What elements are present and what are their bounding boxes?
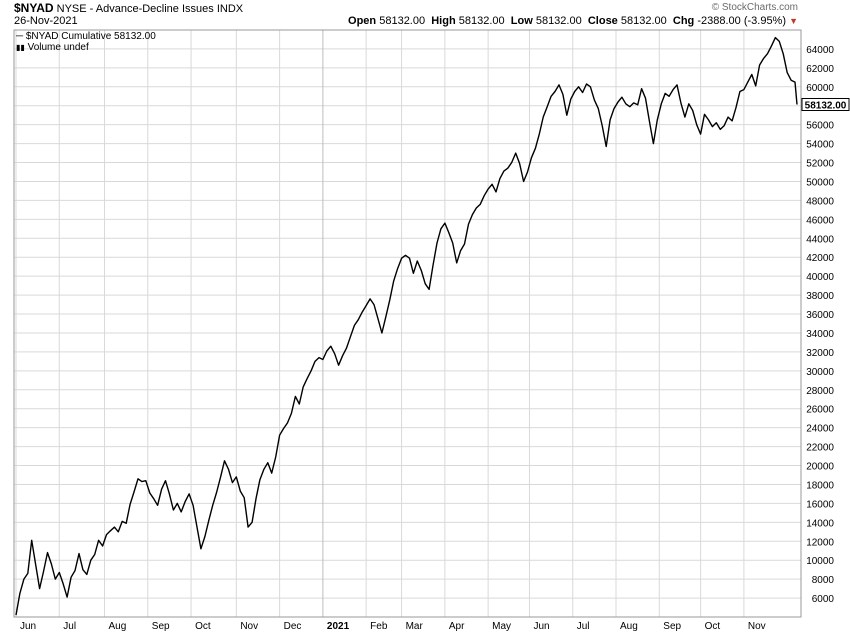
exchange: INDX [216, 3, 244, 15]
high-value: 58132.00 [458, 15, 505, 27]
y-tick-label: 40000 [806, 272, 834, 283]
x-tick-label: Jun [533, 621, 549, 632]
low-label: Low [510, 15, 533, 27]
x-tick-label: Jun [20, 621, 36, 632]
y-tick-label: 34000 [806, 329, 834, 340]
x-tick-label: Oct [195, 621, 211, 632]
y-tick-label: 42000 [806, 253, 834, 264]
ohlc-readout: Open 58132.00 High 58132.00 Low 58132.00… [348, 15, 798, 27]
y-tick-label: 16000 [806, 499, 834, 510]
volume-bars-icon: ▮▮ [16, 43, 25, 52]
plot-frame [13, 29, 802, 618]
grid [14, 30, 801, 617]
chg-label: Chg [672, 15, 695, 27]
down-triangle-icon: ▼ [789, 16, 798, 26]
credit: © StockCharts.com [711, 2, 798, 13]
chg-value: -2388.00 (-3.95%) [697, 15, 787, 27]
symbol: $NYAD [14, 1, 54, 15]
description: NYSE - Advance-Decline Issues [56, 3, 214, 15]
last-value-label: 58132.00 [801, 97, 850, 111]
legend-line-icon: ─ [16, 31, 24, 42]
y-tick-label: 20000 [806, 462, 834, 473]
y-tick-label: 38000 [806, 291, 834, 302]
y-tick-label: 46000 [806, 215, 834, 226]
x-tick-label: Apr [449, 621, 465, 632]
x-tick-label: Sep [152, 621, 170, 632]
x-tick-label: Mar [406, 621, 424, 632]
series-line [15, 36, 798, 616]
x-tick-label: May [492, 621, 511, 632]
y-tick-label: 64000 [806, 45, 834, 56]
y-tick-label: 18000 [806, 480, 834, 491]
x-tick-label: Feb [370, 621, 388, 632]
x-tick-label: 2021 [327, 621, 350, 632]
chart-title: $NYAD NYSE - Advance-Decline Issues INDX [14, 1, 243, 15]
x-tick-label: Sep [663, 621, 681, 632]
y-tick-label: 60000 [806, 83, 834, 94]
chart-date: 26-Nov-2021 [14, 15, 78, 27]
x-tick-label: Oct [705, 621, 721, 632]
y-tick-label: 8000 [812, 575, 835, 586]
y-tick-label: 22000 [806, 443, 834, 454]
legend-volume: ▮▮ Volume undef [16, 42, 156, 53]
y-tick-label: 28000 [806, 386, 834, 397]
y-tick-label: 10000 [806, 556, 834, 567]
y-tick-label: 56000 [806, 121, 834, 132]
high-label: High [431, 15, 456, 27]
y-tick-label: 48000 [806, 196, 834, 207]
open-value: 58132.00 [379, 15, 426, 27]
last-value-box [801, 97, 850, 111]
close-value: 58132.00 [620, 15, 667, 27]
y-tick-label: 24000 [806, 424, 834, 435]
y-axis-ticks: 6000 8000 10000 12000 14000 16000 18000 20000 22… [806, 45, 834, 605]
last-value-text: 58132.00 [805, 100, 847, 111]
legend-series: ─ $NYAD Cumulative 58132.00 [16, 31, 156, 42]
y-tick-label: 30000 [806, 367, 834, 378]
y-tick-label: 26000 [806, 405, 834, 416]
x-tick-label: Dec [284, 621, 302, 632]
close-label: Close [587, 15, 618, 27]
x-axis-ticks: Jun Jul Aug Sep Oct Nov Dec 2021 Feb Mar Apr May Jun… [20, 621, 766, 632]
y-tick-label: 54000 [806, 140, 834, 151]
y-tick-label: 50000 [806, 177, 834, 188]
legend-volume-label: Volume undef [27, 42, 89, 53]
x-tick-label: Aug [620, 621, 638, 632]
low-value: 58132.00 [535, 15, 582, 27]
x-tick-label: Jul [577, 621, 590, 632]
open-label: Open [348, 15, 377, 27]
y-tick-label: 6000 [812, 594, 835, 605]
x-tick-label: Nov [748, 621, 766, 632]
x-tick-label: Nov [240, 621, 258, 632]
legend: ─ $NYAD Cumulative 58132.00 ▮▮ Volume un… [16, 31, 156, 53]
x-tick-label: Aug [109, 621, 127, 632]
x-tick-label: Jul [63, 621, 76, 632]
legend-series-label: $NYAD Cumulative 58132.00 [25, 31, 156, 42]
y-tick-label: 36000 [806, 310, 834, 321]
y-tick-label: 62000 [806, 64, 834, 75]
y-tick-label: 12000 [806, 537, 834, 548]
y-tick-label: 44000 [806, 234, 834, 245]
y-tick-label: 14000 [806, 518, 834, 529]
y-tick-label: 32000 [806, 348, 834, 359]
y-tick-label: 52000 [806, 159, 834, 170]
